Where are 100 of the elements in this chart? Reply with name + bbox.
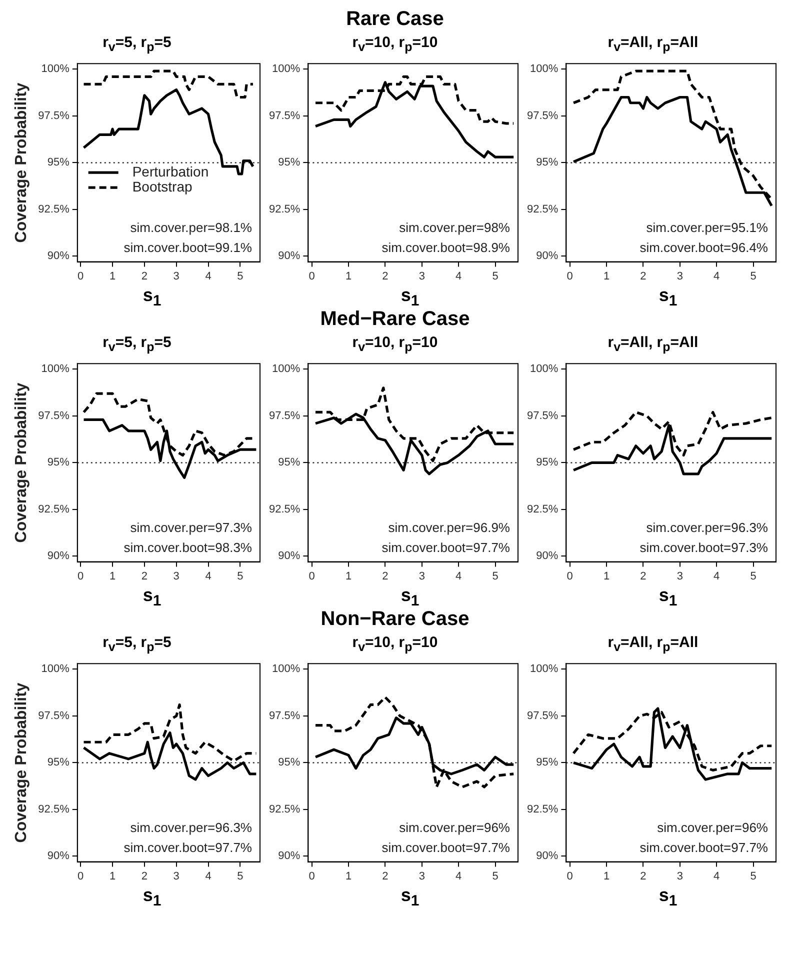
x-axis-title: s$_{1}$ [400, 585, 420, 610]
x-tick-label: 1 [603, 870, 610, 882]
annotation: sim.cover.boot=97.7% [382, 840, 510, 855]
x-tick-label: 4 [456, 270, 462, 282]
annotation: sim.cover.boot=99.1% [124, 240, 252, 255]
annotation: sim.cover.per=96% [399, 820, 510, 835]
x-tick-label: 4 [714, 870, 720, 882]
chart-title: r$_{v}$=All, r$_{p}$=All [606, 34, 700, 54]
annotation: sim.cover.per=96.3% [130, 820, 252, 835]
x-tick-label: 2 [382, 870, 388, 882]
x-tick-label: 0 [308, 570, 315, 582]
y-tick-label: 97.5% [526, 410, 558, 422]
y-tick-label: 90% [278, 250, 300, 262]
x-tick-label: 1 [345, 270, 352, 282]
chart-title: r$_{v}$=10, r$_{p}$=10 [351, 334, 439, 354]
x-tick-label: 5 [492, 570, 498, 582]
y-axis-title: Coverage Probability [13, 82, 30, 243]
x-tick-label: 5 [492, 870, 498, 882]
x-tick-label: 3 [676, 270, 683, 282]
legend-label: Bootstrap [132, 178, 192, 194]
annotation: sim.cover.per=98.1% [130, 220, 252, 235]
annotation: sim.cover.per=98% [399, 220, 510, 235]
chart-title: r$_{v}$=5, r$_{p}$=5 [102, 334, 172, 354]
y-tick-label: 100% [530, 63, 558, 76]
line-series [82, 70, 254, 99]
x-tick-label: 3 [173, 570, 180, 582]
x-tick-label: 0 [566, 570, 573, 582]
y-tick-label: 92.5% [268, 803, 300, 816]
x-tick-label: 0 [308, 270, 315, 282]
x-tick-label: 4 [205, 870, 212, 882]
x-tick-label: 3 [173, 870, 180, 882]
y-tick-label: 95% [47, 456, 70, 469]
y-tick-label: 92.5% [268, 203, 300, 216]
annotation: sim.cover.boot=96.4% [640, 240, 768, 255]
x-tick-label: 3 [676, 870, 683, 882]
y-tick-label: 100% [41, 363, 70, 376]
y-tick-label: 97.5% [268, 410, 300, 422]
y-tick-label: 95% [536, 156, 558, 169]
annotation: sim.cover.per=96% [657, 820, 768, 835]
x-tick-label: 0 [78, 870, 84, 882]
x-tick-label: 5 [750, 570, 756, 582]
x-tick-label: 4 [456, 570, 462, 582]
x-tick-label: 0 [566, 270, 573, 282]
y-tick-label: 97.5% [526, 710, 558, 722]
x-tick-label: 3 [173, 270, 180, 282]
x-axis-title: s$_{1}$ [142, 885, 162, 910]
x-tick-label: 5 [237, 270, 244, 282]
y-tick-label: 95% [278, 456, 300, 469]
annotation: sim.cover.per=96.9% [388, 520, 510, 535]
x-tick-label: 1 [345, 870, 352, 882]
x-tick-label: 4 [456, 870, 462, 882]
y-tick-label: 90% [536, 550, 558, 562]
x-tick-label: 1 [345, 570, 352, 582]
x-tick-label: 5 [750, 870, 756, 882]
x-axis-title: s$_{1}$ [658, 585, 678, 610]
y-tick-label: 97.5% [38, 710, 70, 722]
y-tick-label: 100% [530, 363, 558, 376]
x-tick-label: 2 [382, 570, 388, 582]
x-tick-label: 4 [205, 270, 212, 282]
y-tick-label: 92.5% [526, 803, 558, 816]
chart-title: r$_{v}$=5, r$_{p}$=5 [102, 634, 172, 654]
y-tick-label: 90% [47, 550, 70, 562]
x-axis-title: s$_{1}$ [658, 885, 678, 910]
x-axis-title: s$_{1}$ [400, 885, 420, 910]
y-tick-label: 92.5% [38, 503, 70, 516]
y-tick-label: 90% [278, 850, 300, 862]
x-tick-label: 0 [78, 570, 84, 582]
y-tick-label: 97.5% [268, 710, 300, 722]
chart-subtitle: Rare Case [346, 8, 444, 30]
y-tick-label: 95% [278, 156, 300, 169]
x-tick-label: 3 [676, 570, 683, 582]
annotation: sim.cover.boot=97.3% [640, 540, 768, 555]
x-tick-label: 2 [640, 870, 646, 882]
y-tick-label: 97.5% [268, 110, 300, 122]
x-tick-label: 2 [640, 570, 646, 582]
chart-subtitle: Med−Rare Case [320, 308, 470, 330]
x-tick-label: 1 [603, 570, 610, 582]
legend-label: Perturbation [132, 163, 209, 180]
x-tick-label: 3 [418, 870, 425, 882]
x-tick-label: 0 [308, 870, 315, 882]
y-tick-label: 90% [278, 550, 300, 562]
x-tick-label: 0 [566, 870, 573, 882]
chart-subtitle: Non−Rare Case [320, 608, 470, 630]
x-axis-title: s$_{1}$ [142, 285, 162, 310]
annotation: sim.cover.boot=97.7% [124, 840, 252, 855]
chart-title: r$_{v}$=10, r$_{p}$=10 [351, 34, 439, 54]
x-tick-label: 1 [109, 570, 116, 582]
y-tick-label: 90% [47, 250, 70, 262]
y-tick-label: 90% [536, 850, 558, 862]
y-tick-label: 95% [47, 756, 70, 769]
annotation: sim.cover.per=95.1% [646, 220, 768, 235]
y-tick-label: 92.5% [268, 503, 300, 516]
x-axis-title: s$_{1}$ [142, 585, 162, 610]
x-tick-label: 2 [640, 270, 646, 282]
x-tick-label: 2 [141, 870, 148, 882]
y-tick-label: 95% [47, 156, 70, 169]
x-axis-title: s$_{1}$ [658, 285, 678, 310]
y-tick-label: 90% [47, 850, 70, 862]
x-tick-label: 3 [418, 270, 425, 282]
x-tick-label: 4 [205, 570, 212, 582]
